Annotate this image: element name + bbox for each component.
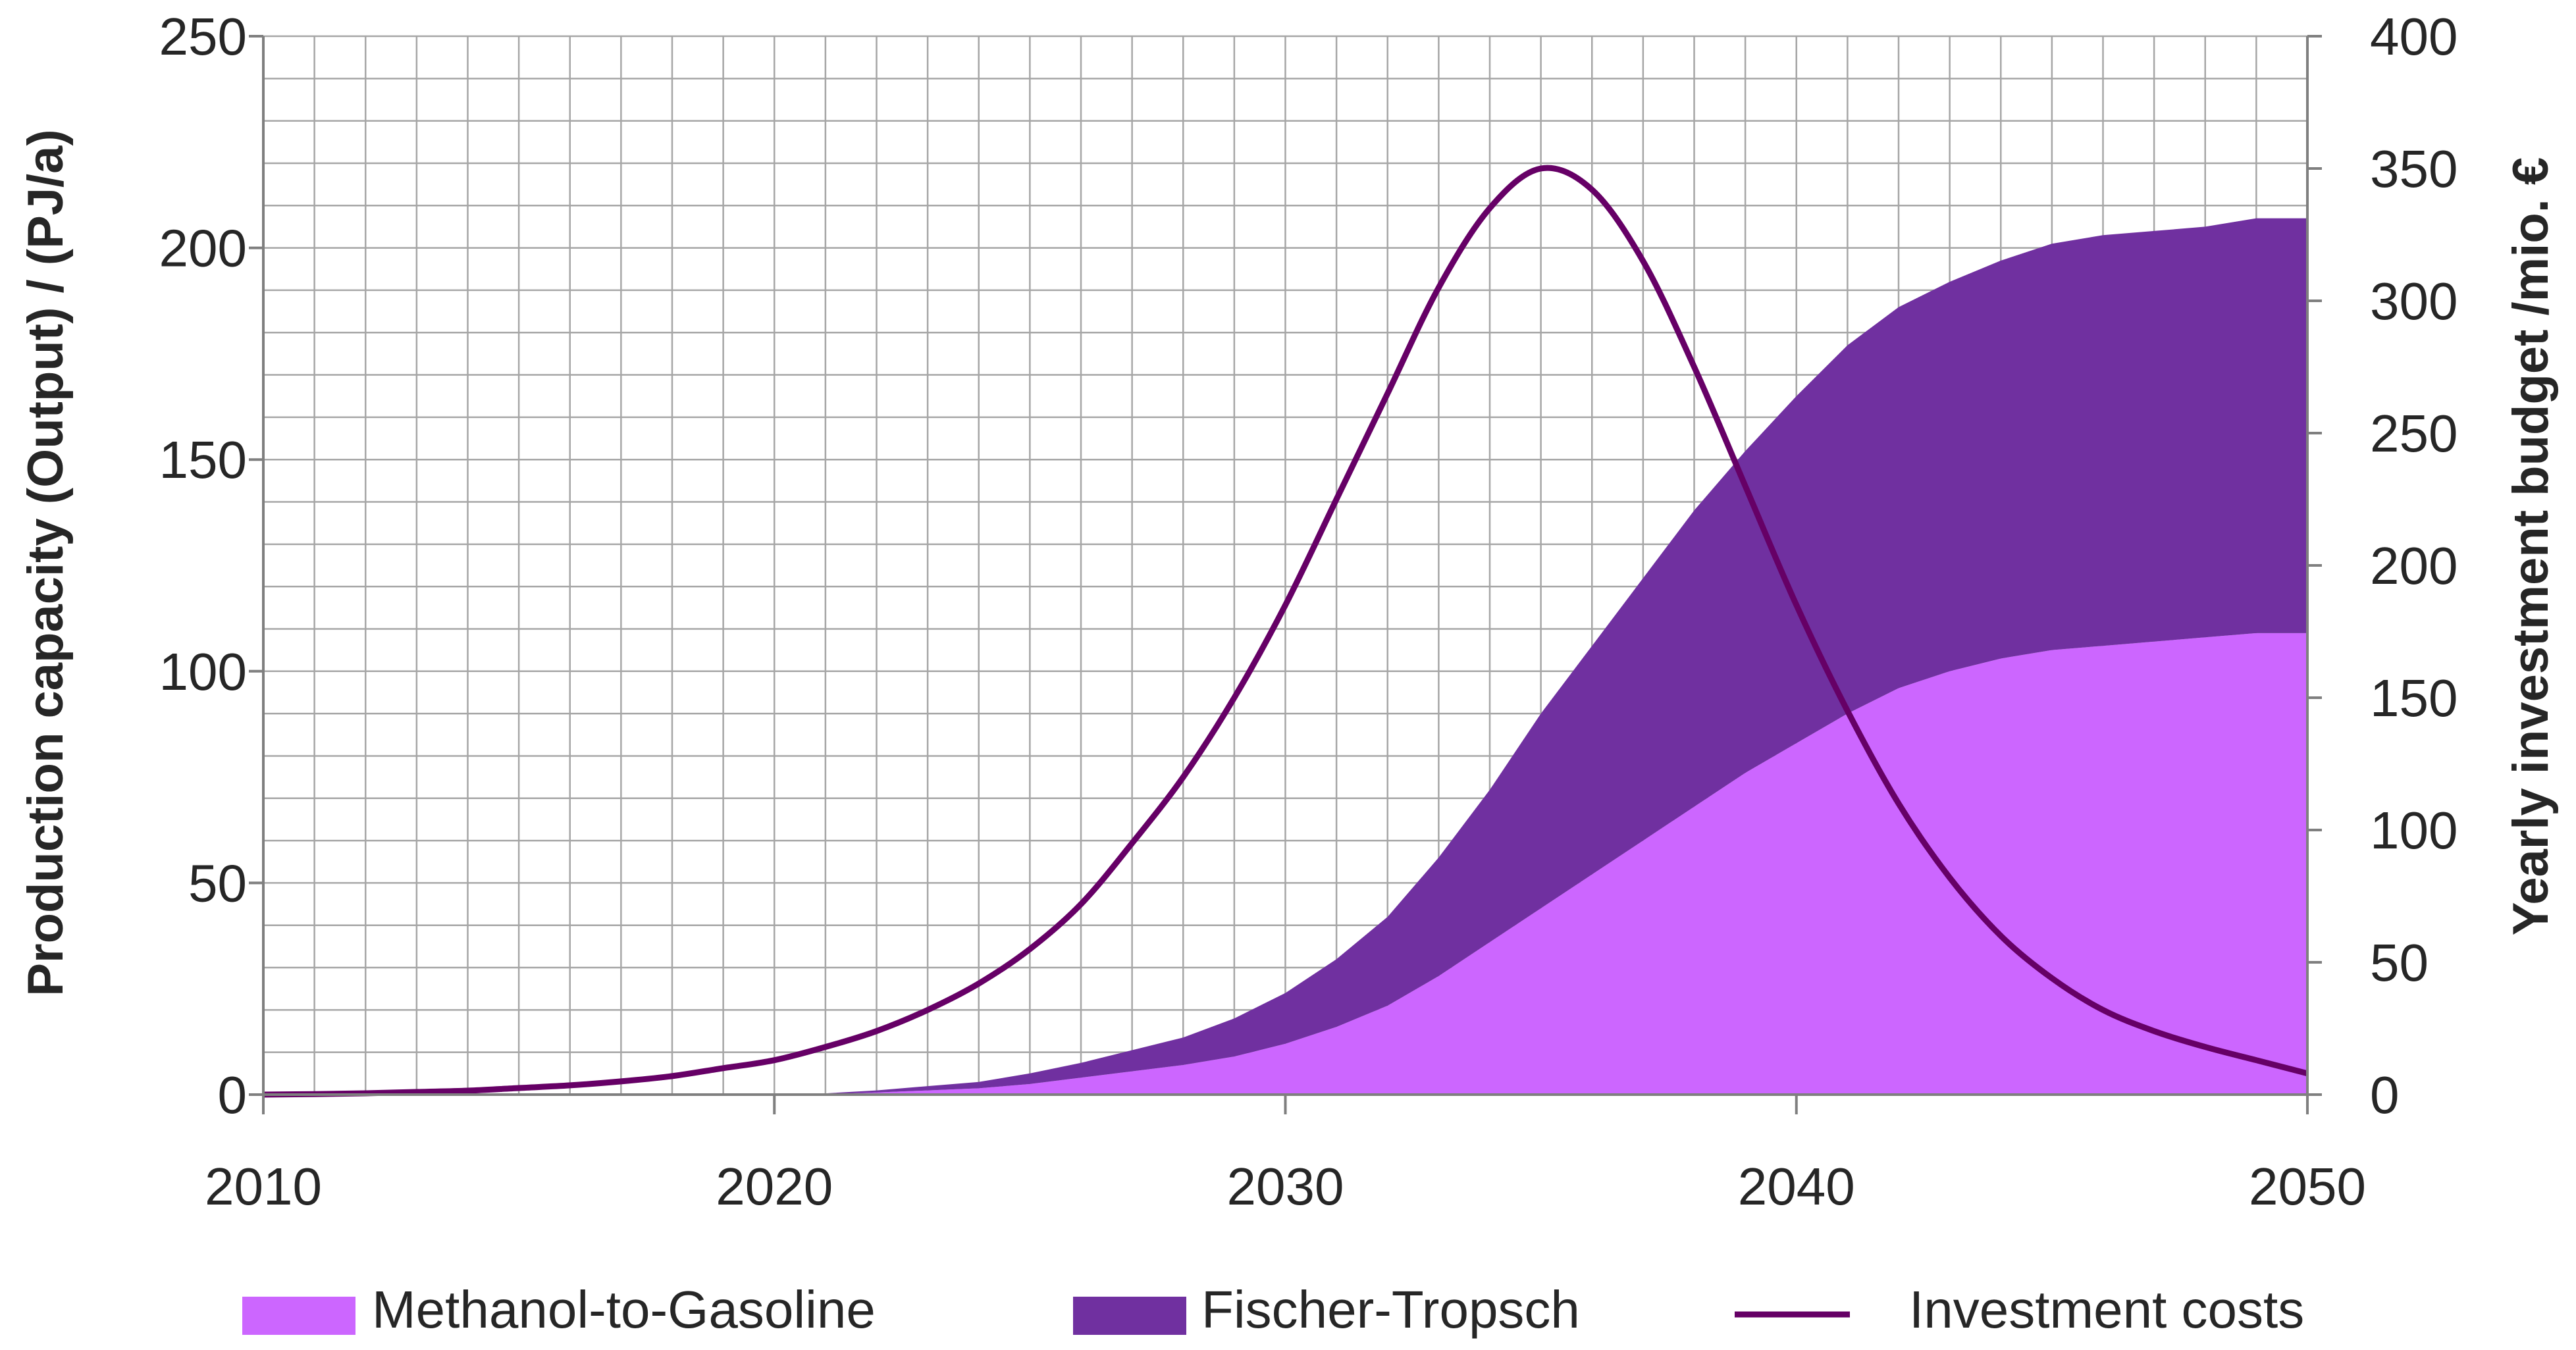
- line-investment-costs: [263, 165, 2309, 1098]
- legend: Methanol-to-Gasoline Fischer-Tropsch Inv…: [242, 1280, 2304, 1339]
- x-tick-label: 2020: [716, 1157, 833, 1216]
- y-tick-label-right: 400: [2370, 7, 2458, 66]
- y-tick-label-right: 250: [2370, 404, 2458, 463]
- legend-swatch-fischer-tropsch: [1073, 1297, 1186, 1335]
- y-tick-label-right: 200: [2370, 536, 2458, 595]
- line-layer: [263, 165, 2309, 1098]
- legend-label-fischer-tropsch: Fischer-Tropsch: [1201, 1280, 1580, 1339]
- y-tick-label-right: 0: [2370, 1066, 2400, 1124]
- y-axis-left-title: Production capacity (Output) / (PJ/a): [18, 129, 74, 996]
- legend-label-investment-costs: Investment costs: [1909, 1280, 2304, 1339]
- x-tick-label: 2050: [2249, 1157, 2366, 1216]
- legend-label-methanol: Methanol-to-Gasoline: [372, 1280, 876, 1339]
- y-tick-label-left: 0: [218, 1066, 248, 1124]
- tick-labels: 2010 2020 2030 2040 205005010015020025005010…: [159, 7, 2458, 1216]
- y-tick-label-right: 150: [2370, 669, 2458, 727]
- axes: [249, 35, 2322, 1114]
- x-tick-label: 2010: [205, 1157, 322, 1216]
- y-tick-label-right: 350: [2370, 140, 2458, 198]
- y-tick-label-right: 300: [2370, 272, 2458, 330]
- y-tick-label-right: 100: [2370, 801, 2458, 860]
- y-tick-label-right: 50: [2370, 933, 2429, 992]
- legend-item-fischer-tropsch: Fischer-Tropsch: [1073, 1280, 1580, 1339]
- y-axis-right-title: Yearly investment budget /mio. €: [2503, 157, 2559, 936]
- y-tick-label-left: 150: [159, 430, 247, 489]
- x-tick-label: 2030: [1227, 1157, 1344, 1216]
- area-layer: [825, 218, 2308, 1095]
- y-tick-label-left: 100: [159, 642, 247, 701]
- area-fischer-tropsch: [825, 218, 2308, 1095]
- y-tick-label-left: 50: [188, 854, 247, 912]
- area-methanol-to-gasoline: [825, 633, 2308, 1095]
- x-tick-label: 2040: [1738, 1157, 1855, 1216]
- y-tick-label-left: 250: [159, 7, 247, 66]
- y-tick-label-left: 200: [159, 219, 247, 278]
- legend-item-investment-costs: Investment costs: [1735, 1280, 2304, 1339]
- legend-item-methanol: Methanol-to-Gasoline: [242, 1280, 876, 1339]
- legend-swatch-methanol: [242, 1297, 355, 1335]
